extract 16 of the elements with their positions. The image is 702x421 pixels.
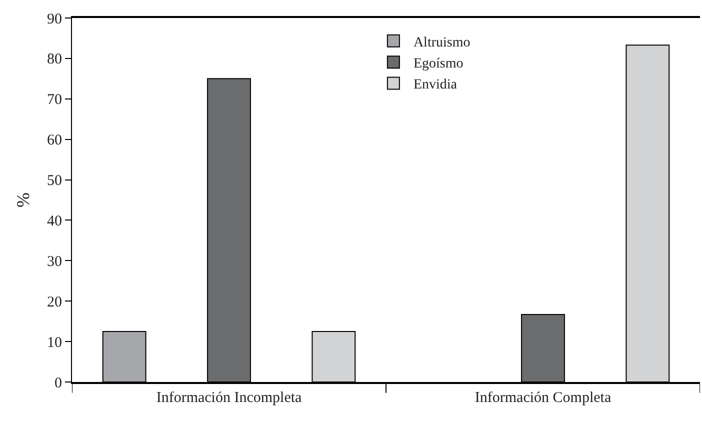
y-tick-label: 70	[47, 92, 62, 108]
legend-label: Altruismo	[413, 35, 470, 50]
x-tick-label: Información Completa	[474, 390, 612, 406]
y-tick-label: 40	[47, 213, 62, 230]
legend-label: Egoísmo	[413, 56, 464, 72]
y-tick-label: 90	[47, 11, 62, 28]
y-tick-label: 10	[47, 334, 62, 351]
y-tick-label: 20	[47, 294, 62, 310]
y-axis-title: %	[13, 192, 34, 208]
legend-label: Envidia	[413, 78, 458, 93]
y-tick-label: 30	[47, 254, 62, 270]
x-tick-label: Información Incompleta	[156, 390, 302, 406]
y-tick-label: 80	[47, 52, 62, 68]
y-tick-label: 0	[54, 375, 62, 392]
y-tick-label: 60	[47, 132, 62, 149]
y-tick-label: 50	[47, 173, 62, 190]
